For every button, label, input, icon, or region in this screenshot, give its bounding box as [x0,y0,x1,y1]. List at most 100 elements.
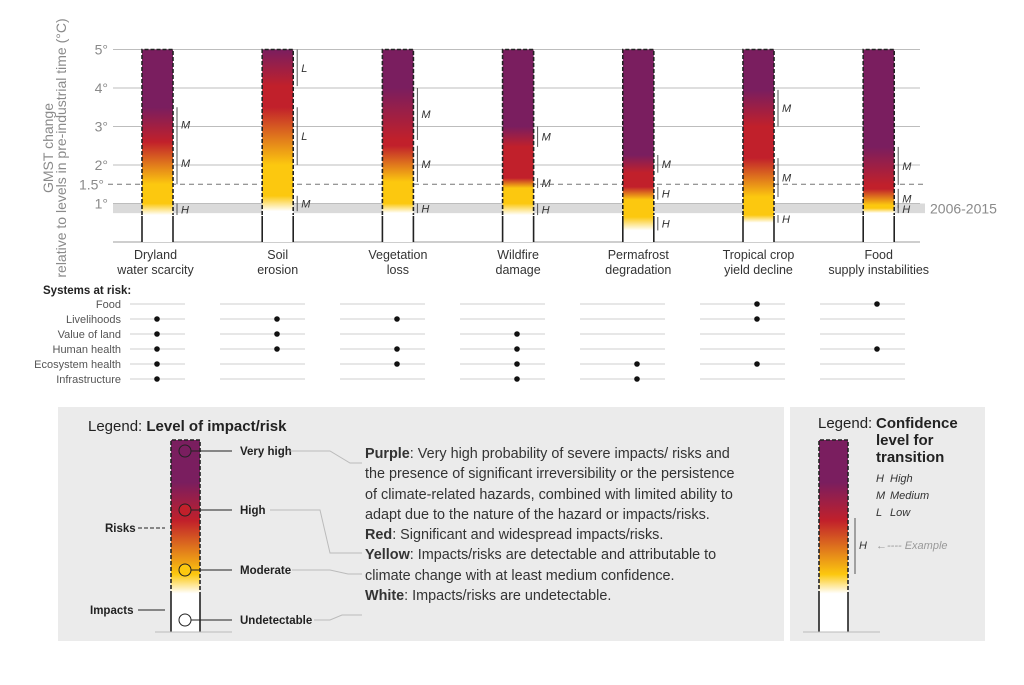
description-text: : Impacts/risks are detectable and attri… [365,547,717,584]
system-risk-dot [154,331,160,337]
connector-undetectable [314,614,362,621]
confidence-label: H [181,204,189,216]
system-risk-dot [874,301,880,307]
system-risk-dot [754,301,760,307]
y-tick-label: 1° [95,196,108,212]
confidence-label: H [542,204,550,216]
system-risk-dot [634,376,640,382]
system-risk-dot [394,346,400,352]
y-tick-label: 4° [95,80,108,96]
confidence-label: M [902,161,912,173]
confidence-code: M [876,490,886,502]
category-label: Vegetation [368,248,427,262]
category-label: loss [387,263,409,277]
confidence-label: L [301,131,307,143]
confidence-label: H [662,219,670,231]
connector-moderate [292,569,362,575]
y-axis-title: relative to levels in pre-industrial tim… [53,18,69,277]
system-risk-dot [154,361,160,367]
connector-very-high [290,450,362,464]
y-tick-label: 5° [95,42,108,58]
confidence-label: H [782,214,790,226]
confidence-code: L [876,507,882,519]
category-label: Tropical crop [723,248,795,262]
confidence-label: M [662,159,672,171]
system-row-label: Human health [53,344,122,356]
y-tick-label: 1.5° [79,176,104,192]
description-term: White [365,588,405,605]
ember-risk-outline [141,48,174,215]
confidence-name: Medium [890,490,929,502]
ember-bar [262,49,294,242]
level-marker [178,563,192,577]
description-yellow: Yellow: Impacts/risks are detectable and… [365,545,745,586]
ember-stems [261,216,294,242]
ember-stems [622,216,655,242]
example-code: H [859,540,867,552]
confidence-label: H [421,203,429,215]
system-risk-dot [514,331,520,337]
y-tick-label: 3° [95,119,108,135]
category-label: water scarcity [116,263,194,277]
confidence-ember-stems [818,595,849,632]
category-label: erosion [257,263,298,277]
ember-bar [142,49,173,242]
example-label: ←---- Example [876,540,948,552]
ember-bar [382,49,414,242]
legend-ember [171,440,200,632]
confidence-label: M [542,132,552,144]
system-risk-dot [394,361,400,367]
confidence-ember-outline [818,439,849,595]
description-white: White: Impacts/risks are undetectable. [365,586,745,606]
system-risk-dot [274,346,280,352]
legend-confidence-title-1: Confidence [876,415,958,432]
ember-risk-outline [862,48,895,215]
legend-ember-risk-outline [170,439,201,595]
ember-bar [743,49,774,242]
legend-confidence: Legend: Confidence level for transition … [803,415,958,633]
description-term: Purple [365,446,410,462]
systems-title: Systems at risk: [43,285,131,297]
level-label: High [240,505,266,517]
category-label: Wildfire [497,248,539,262]
ember-stems [742,216,775,242]
system-row-label: Ecosystem health [34,359,121,371]
category-label: damage [496,263,541,277]
ember-risk-outline [501,48,535,215]
confidence-label: M [782,173,792,185]
ember-stems [862,216,895,242]
system-risk-dot [394,316,400,322]
legend-ember-impact-outline [170,595,201,632]
confidence-code: H [876,473,884,485]
system-risk-dot [634,361,640,367]
impacts-label: Impacts [90,605,133,617]
ember-risk-outline [622,48,655,215]
confidence-name: High [890,473,913,485]
category-label: Food [864,248,893,262]
system-row-label: Food [96,299,121,311]
category-label: degradation [605,263,671,277]
system-risk-dot [154,376,160,382]
confidence-label: M [902,193,912,205]
system-risk-dot [154,346,160,352]
level-label: Moderate [240,565,291,577]
confidence-legend-ember [819,440,848,632]
ember-stems [501,216,535,242]
confidence-label: H [902,204,910,216]
description-red: Red: Significant and widespread impacts/… [365,525,745,545]
systems-at-risk: Systems at risk: Food Livelihoods Value of … [34,285,905,386]
category-label: supply instabilities [828,263,929,277]
system-risk-dot [274,331,280,337]
legend-descriptions: Purple: Very high probability of severe … [365,444,745,606]
confidence-label: M [542,178,552,190]
confidence-name: Low [890,507,911,519]
legend-impact: Legend: Level of impact/risk Very high Hi… [88,418,362,633]
ember-stems [381,216,415,242]
confidence-label: M [782,103,792,115]
category-label: Soil [267,248,288,262]
